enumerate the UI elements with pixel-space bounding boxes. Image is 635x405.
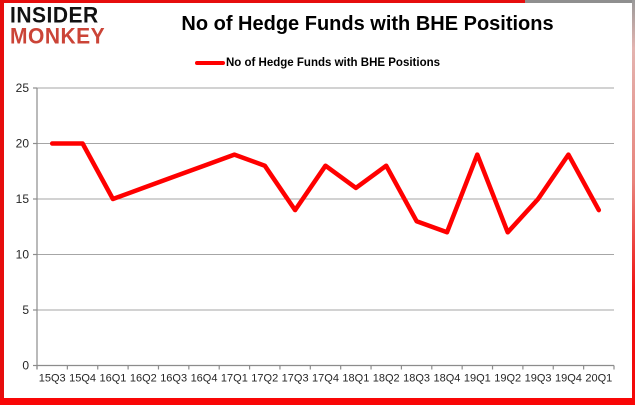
y-axis-label: 20 — [16, 137, 30, 151]
x-axis-label: 16Q1 — [99, 373, 126, 385]
x-axis-label: 17Q2 — [251, 373, 278, 385]
x-axis-label: 18Q3 — [403, 373, 430, 385]
y-axis-label: 0 — [22, 359, 29, 373]
x-axis-label: 19Q3 — [525, 373, 552, 385]
frame-border-top — [0, 0, 635, 3]
y-axis-label: 25 — [16, 81, 30, 95]
x-axis-label: 19Q2 — [494, 373, 521, 385]
x-axis-label: 17Q4 — [312, 373, 339, 385]
insider-monkey-logo: INSIDER MONKEY — [10, 3, 106, 49]
legend-line-swatch — [194, 61, 225, 65]
y-axis-label: 15 — [16, 192, 30, 206]
y-axis-label: 10 — [16, 248, 30, 262]
frame-border-left — [0, 0, 4, 405]
x-axis-label: 17Q1 — [221, 373, 248, 385]
x-axis-label: 15Q3 — [39, 373, 66, 385]
chart-title: No of Hedge Funds with BHE Positions — [181, 13, 554, 35]
series-line — [49, 141, 602, 235]
x-axis-label: 16Q3 — [160, 373, 187, 385]
x-axis-label: 16Q4 — [191, 373, 218, 385]
chart-legend: No of Hedge Funds with BHE Positions — [0, 57, 635, 69]
x-axis-label: 20Q1 — [585, 373, 612, 385]
x-axis-label: 18Q4 — [434, 373, 461, 385]
frame-border-bottom — [0, 398, 635, 405]
x-axis-label: 19Q4 — [555, 373, 582, 385]
x-axis-label: 17Q3 — [282, 373, 309, 385]
logo-text-insider: INSIDER — [10, 3, 99, 28]
y-axis-label: 5 — [22, 303, 29, 317]
x-axis-label: 19Q1 — [464, 373, 491, 385]
legend-label: No of Hedge Funds with BHE Positions — [225, 57, 441, 69]
x-axis-label: 15Q4 — [69, 373, 96, 385]
x-axis-label: 18Q1 — [342, 373, 369, 385]
frame-border-top-gray-segment — [525, 0, 635, 3]
x-axis-label: 16Q2 — [130, 373, 157, 385]
logo-text-monkey: MONKEY — [10, 23, 106, 49]
frame-border-right — [632, 0, 635, 405]
x-axis-label: 18Q2 — [373, 373, 400, 385]
